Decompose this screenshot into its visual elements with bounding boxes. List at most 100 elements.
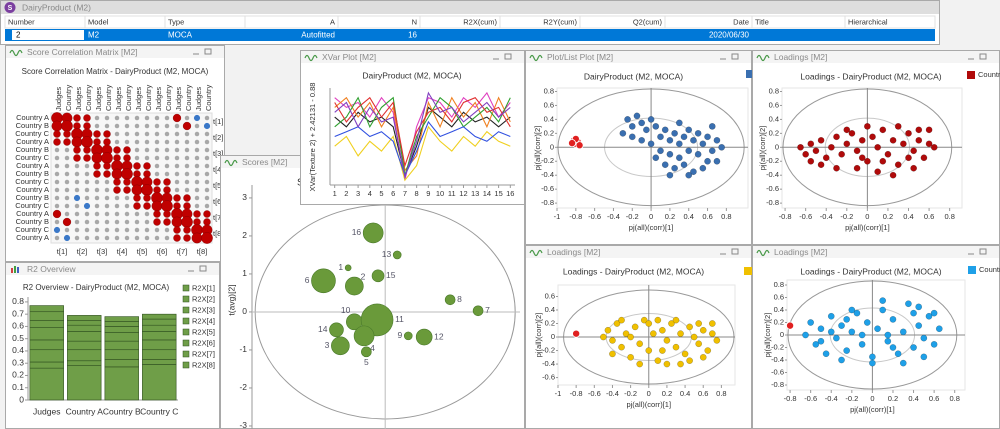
legend-swatch (182, 306, 190, 314)
point-label: 2 (361, 271, 366, 281)
x-tick-label: -0.8 (569, 212, 582, 221)
window-title: R2 Overview (27, 264, 77, 274)
series-line (334, 96, 511, 172)
y-tick-label: -0.4 (541, 170, 554, 179)
chart-title: Loadings - DairyProduct (M2, MOCA) (800, 71, 941, 81)
loading-point (817, 161, 825, 169)
loading-point (858, 136, 866, 144)
loading-point (704, 347, 712, 354)
loading-point (652, 154, 660, 162)
loading-point (879, 297, 887, 304)
correlation-dot (164, 139, 170, 145)
loading-point (874, 143, 882, 151)
loading-point (699, 326, 707, 334)
loading-point (910, 164, 918, 172)
loading-point (645, 347, 653, 354)
bar-segment (29, 367, 64, 401)
y-tick-label: 0.6 (12, 321, 24, 331)
maximize-button (504, 53, 512, 60)
correlation-dot (124, 139, 130, 145)
point-label: 5 (364, 357, 369, 367)
x-tick-label: 0.4 (680, 389, 690, 398)
score-bubble (344, 264, 352, 272)
x-tick-label: -0.2 (624, 389, 637, 398)
correlation-dot (194, 155, 200, 161)
y-tick-label: 2 (242, 230, 247, 240)
row-label: Country B (16, 145, 49, 154)
cell: Autofitted (301, 31, 335, 40)
loading-point (869, 359, 876, 367)
correlation-dot (84, 163, 90, 169)
loading-point (657, 147, 664, 155)
column-label: Country (144, 84, 153, 111)
x-tick-label: -0.4 (825, 394, 838, 403)
loading-point (704, 133, 711, 141)
correlation-dot (204, 179, 210, 185)
loading-point (894, 123, 902, 130)
cell: 2020/06/30 (709, 31, 750, 40)
loading-point (654, 357, 662, 365)
loading-point (663, 337, 671, 344)
correlation-dot (194, 123, 200, 129)
correlation-dot (154, 163, 160, 169)
loading-point (666, 136, 674, 144)
loading-point (858, 331, 866, 339)
window-title: DairyProduct (M2) (22, 2, 91, 12)
correlation-dot (161, 200, 173, 212)
loading-point (624, 116, 631, 123)
window-title: Loadings [M2] (774, 52, 827, 62)
x-tick-label: 1 (333, 189, 337, 198)
point-label: 15 (386, 270, 396, 280)
cell: M2 (88, 31, 100, 40)
correlation-dot (64, 195, 70, 201)
correlation-dot (113, 178, 121, 186)
correlation-dot (204, 171, 210, 177)
correlation-dot (54, 179, 60, 185)
correlation-dot (64, 179, 70, 185)
correlation-dot (64, 155, 70, 161)
window: Plot/List Plot [M2] DairyProduct (M2, MOC… (525, 50, 752, 245)
row-label: Country A (16, 233, 49, 242)
y-tick-label: 0.4 (544, 114, 554, 123)
correlation-dot (141, 184, 153, 196)
correlation-dot (171, 216, 183, 228)
correlation-dot (134, 219, 140, 225)
y-tick-label: 0.2 (774, 317, 784, 326)
correlation-dot (84, 179, 90, 185)
window-title: Loadings [M2] (774, 247, 827, 257)
loading-point (905, 129, 912, 137)
correlation-dot (173, 226, 181, 234)
score-bubble (331, 336, 350, 356)
y-tick-label: 0.5 (12, 333, 24, 343)
window: Loadings [M2] Loadings - DairyProduct (M2… (752, 245, 1000, 429)
window-icon (11, 268, 13, 273)
loading-point (657, 133, 664, 141)
correlation-dot (144, 227, 150, 233)
column-label: Judges (134, 87, 143, 111)
plot-area (781, 87, 963, 209)
correlation-dot (154, 155, 160, 161)
column-label: Judges (54, 87, 63, 111)
score-bubble (362, 222, 384, 244)
loading-point (690, 136, 697, 144)
row-label: Country C (15, 129, 49, 138)
y-tick-label: 0.2 (544, 128, 554, 137)
correlation-dot (164, 227, 170, 233)
correlation-dot (143, 202, 151, 210)
loading-point (843, 140, 851, 148)
loading-point (654, 316, 662, 324)
loading-point (708, 147, 716, 155)
loading-point (661, 126, 669, 134)
loading-point (680, 133, 688, 141)
correlation-dot (134, 139, 140, 145)
correlation-dot (114, 139, 120, 145)
column-label: Judges (174, 87, 183, 111)
loading-point (675, 119, 683, 127)
correlation-dot (203, 218, 211, 226)
correlation-dot (63, 234, 71, 242)
loading-point (647, 140, 655, 148)
x-tick-label: 12 (459, 189, 467, 198)
bar-segment (29, 305, 64, 313)
component-label: t[2] (77, 247, 87, 256)
